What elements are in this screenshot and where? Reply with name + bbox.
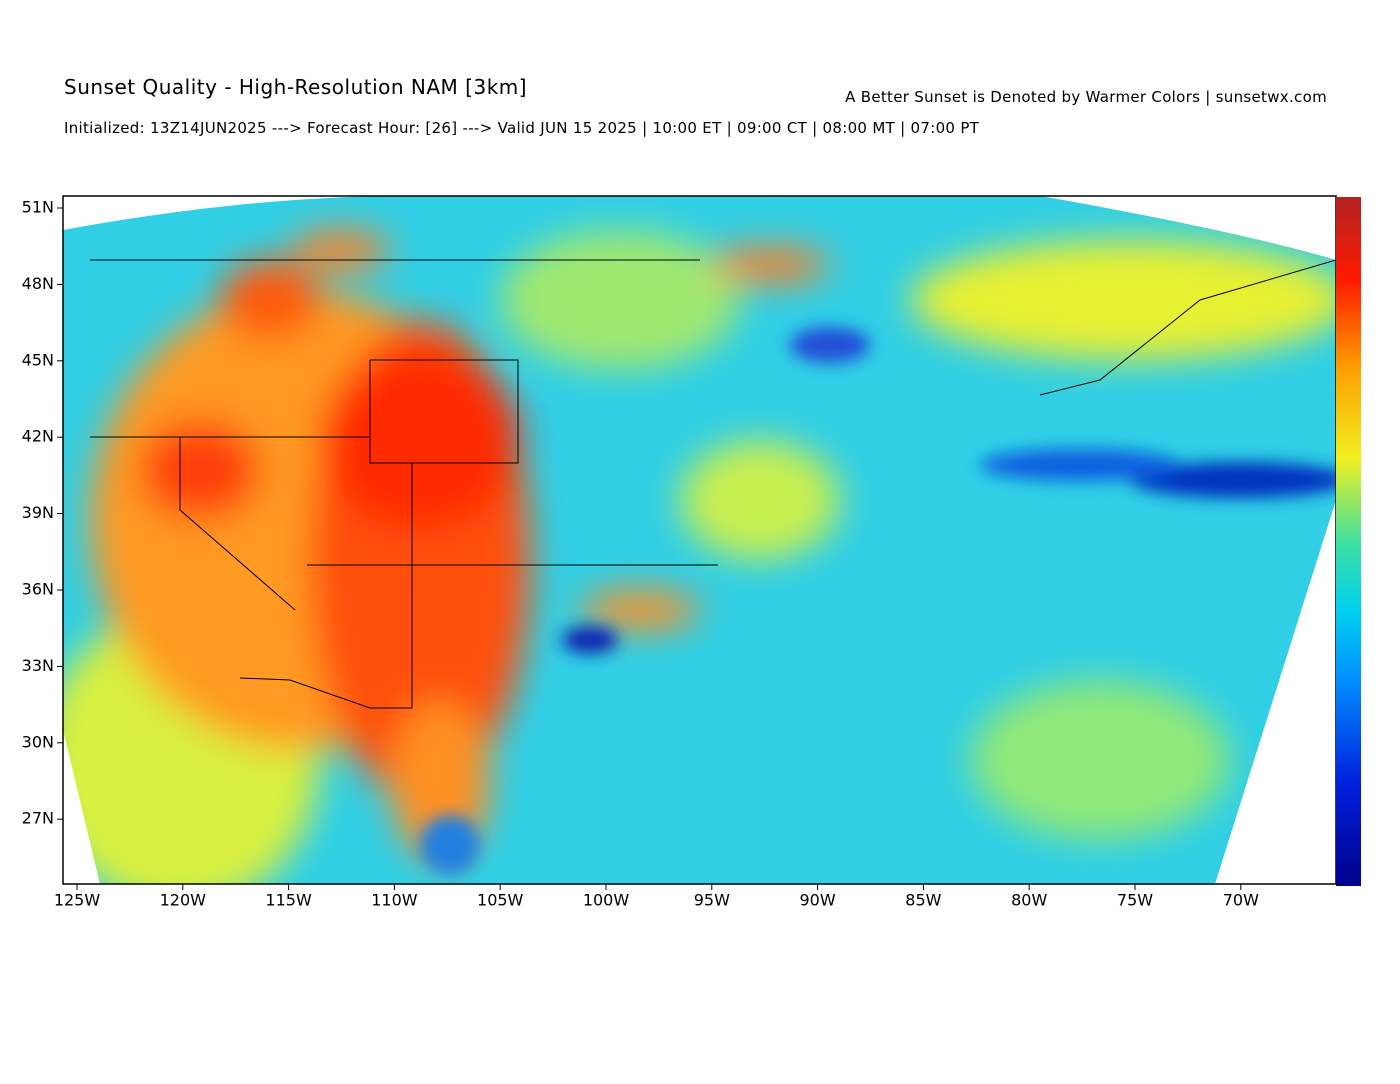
lon-label: 110W [371, 891, 418, 910]
lon-label: 85W [905, 891, 941, 910]
lon-label: 105W [477, 891, 524, 910]
lon-label: 80W [1011, 891, 1047, 910]
forecast-field [63, 196, 1336, 884]
lon-label: 70W [1223, 891, 1259, 910]
lon-label: 115W [265, 891, 312, 910]
colorbar [1336, 197, 1361, 886]
tagline: A Better Sunset is Denoted by Warmer Col… [845, 88, 1327, 106]
lat-label: 42N [22, 427, 54, 446]
lat-label: 51N [22, 198, 54, 217]
lon-label: 100W [583, 891, 630, 910]
lon-label: 75W [1117, 891, 1153, 910]
lat-label: 39N [22, 503, 54, 522]
lon-label: 90W [800, 891, 836, 910]
lon-label: 95W [694, 891, 730, 910]
lat-label: 30N [22, 732, 54, 751]
lat-label: 45N [22, 350, 54, 369]
lon-label: 125W [54, 891, 101, 910]
lon-label: 120W [160, 891, 207, 910]
title: Sunset Quality - High-Resolution NAM [3k… [64, 75, 527, 99]
lat-label: 36N [22, 580, 54, 599]
subtitle: Initialized: 13Z14JUN2025 ---> Forecast … [64, 119, 980, 137]
lat-label: 33N [22, 656, 54, 675]
lat-label: 48N [22, 274, 54, 293]
lat-label: 27N [22, 809, 54, 828]
